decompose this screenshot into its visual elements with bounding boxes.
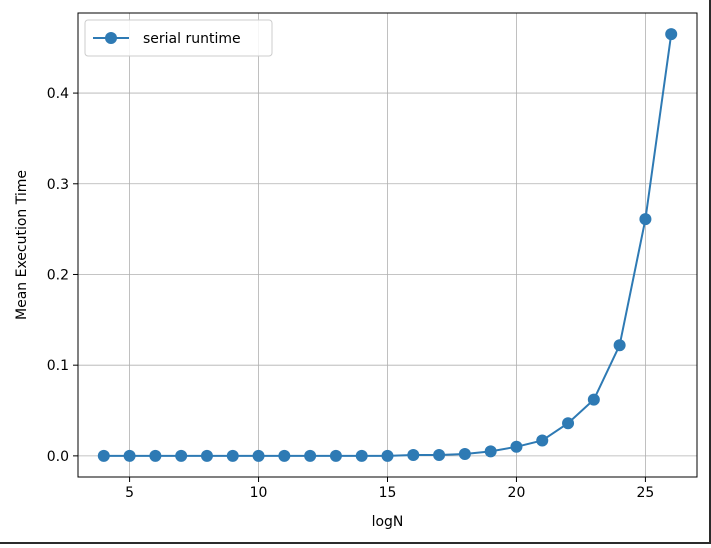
data-point: [536, 434, 549, 447]
y-tick-label: 0.4: [47, 86, 69, 102]
x-tick-label: 25: [637, 485, 655, 501]
data-point: [562, 417, 575, 430]
data-point: [458, 448, 471, 461]
ticks: 5 10 15 20 25 0.0 0.1 0.2 0.3 0.4: [47, 86, 655, 501]
legend-box: [84, 19, 273, 57]
data-point: [613, 339, 626, 352]
x-tick-label: 5: [125, 485, 134, 501]
legend: serial runtime: [84, 19, 273, 57]
data-point: [200, 449, 213, 462]
data-point: [278, 449, 291, 462]
y-tick-label: 0.3: [47, 177, 69, 193]
data-point: [433, 448, 446, 461]
series-layer: [97, 28, 678, 462]
data-point: [381, 449, 394, 462]
data-point: [149, 449, 162, 462]
data-point: [407, 448, 420, 461]
grid-lines: [78, 13, 697, 477]
x-tick-label: 20: [508, 485, 526, 501]
data-point: [355, 449, 368, 462]
data-point: [175, 449, 188, 462]
x-tick-label: 10: [250, 485, 268, 501]
y-tick-label: 0.1: [47, 358, 69, 374]
data-point: [484, 445, 497, 458]
x-axis-label: logN: [372, 514, 404, 530]
legend-entry-serial-runtime: serial runtime: [143, 31, 241, 47]
legend-marker-sample: [105, 32, 117, 44]
data-point: [97, 449, 110, 462]
data-point: [587, 393, 600, 406]
data-point: [329, 449, 342, 462]
data-point: [510, 440, 523, 453]
data-point: [639, 213, 652, 226]
x-tick-label: 15: [379, 485, 397, 501]
y-axis-label: Mean Execution Time: [14, 170, 30, 320]
data-point: [123, 449, 136, 462]
y-tick-label: 0.2: [47, 267, 69, 283]
data-point: [304, 449, 317, 462]
data-point: [665, 28, 678, 41]
y-tick-label: 0.0: [47, 449, 69, 465]
data-point: [226, 449, 239, 462]
data-point: [252, 449, 265, 462]
